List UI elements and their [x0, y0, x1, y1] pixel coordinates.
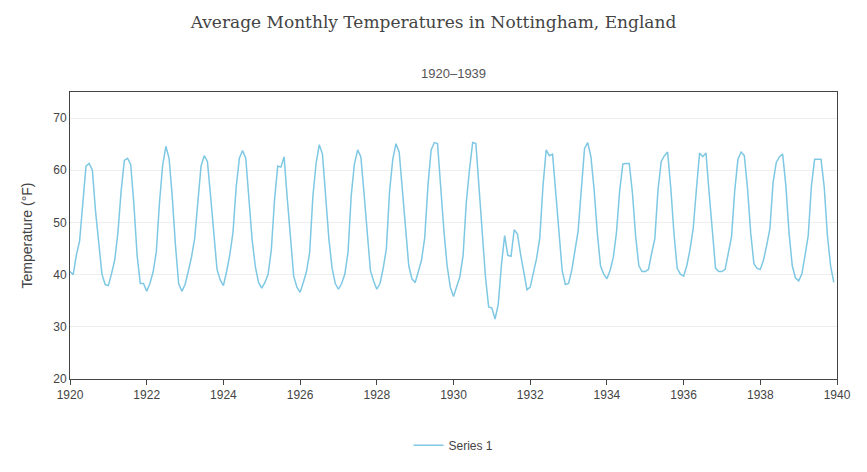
svg-text:50: 50	[53, 216, 67, 230]
svg-text:1932: 1932	[517, 388, 544, 402]
svg-text:1940: 1940	[824, 388, 851, 402]
svg-text:1934: 1934	[594, 388, 621, 402]
svg-text:60: 60	[53, 163, 67, 177]
svg-text:20: 20	[53, 372, 67, 386]
svg-text:Temperature (°F): Temperature (°F)	[19, 183, 35, 289]
svg-text:1922: 1922	[133, 388, 160, 402]
svg-text:40: 40	[53, 268, 67, 282]
svg-text:1930: 1930	[440, 388, 467, 402]
svg-text:1924: 1924	[210, 388, 237, 402]
svg-text:1926: 1926	[287, 388, 314, 402]
svg-text:1936: 1936	[670, 388, 697, 402]
svg-text:1938: 1938	[747, 388, 774, 402]
svg-text:1928: 1928	[363, 388, 390, 402]
svg-text:1920–1939: 1920–1939	[421, 66, 486, 81]
svg-text:Average Monthly Temperatures i: Average Monthly Temperatures in Nottingh…	[190, 12, 677, 32]
svg-text:Series 1: Series 1	[449, 439, 493, 453]
svg-text:70: 70	[53, 111, 67, 125]
svg-text:30: 30	[53, 320, 67, 334]
svg-text:1920: 1920	[57, 388, 84, 402]
